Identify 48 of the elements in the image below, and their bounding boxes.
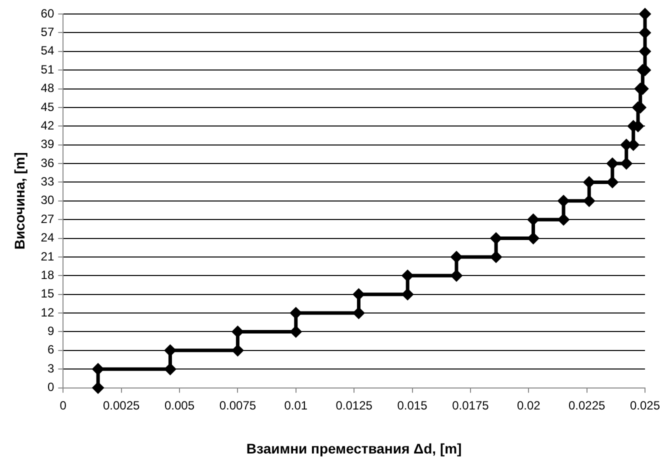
x-tick-label: 0.0175 [452, 398, 490, 412]
y-tick-label: 27 [40, 212, 54, 226]
y-tick-label: 57 [40, 25, 54, 39]
x-tick-label: 0.015 [397, 398, 428, 412]
x-tick-label: 0.0225 [568, 398, 606, 412]
point [583, 194, 596, 207]
point [558, 214, 570, 226]
y-tick-label: 21 [40, 249, 54, 264]
y-tick-label: 9 [47, 324, 54, 338]
x-tick-label: 0 [60, 398, 67, 412]
y-tick-label: 33 [40, 174, 54, 189]
y-tick-label: 0 [47, 380, 54, 394]
y-tick-label: 54 [40, 44, 54, 58]
y-tick-label: 3 [47, 361, 54, 376]
point [164, 363, 176, 376]
point [450, 270, 462, 282]
y-tick-label: 18 [40, 268, 54, 282]
point [639, 8, 651, 20]
point [639, 45, 651, 58]
point [92, 382, 104, 394]
y-tick-label: 6 [47, 342, 54, 357]
point [352, 307, 365, 320]
point [620, 158, 632, 170]
x-tick-label: 0.005 [164, 398, 195, 412]
x-tick-label: 0.025 [630, 398, 660, 412]
x-axis-title: Взаимни премествания Δd, [m] [246, 440, 462, 456]
x-tick-label: 0.0125 [336, 398, 373, 412]
y-tick-label: 39 [40, 137, 54, 152]
y-tick-label: 51 [40, 62, 54, 76]
y-tick-label: 36 [40, 156, 54, 170]
y-tick-label: 24 [40, 230, 54, 245]
y-axis-title: Височина, [m] [11, 152, 28, 250]
y-tick-label: 15 [40, 286, 54, 301]
point [402, 288, 414, 300]
y-tick-label: 48 [40, 81, 54, 96]
point [490, 250, 502, 263]
y-tick-label: 12 [40, 305, 54, 320]
y-tick-label: 30 [40, 193, 54, 208]
point [232, 344, 244, 356]
y-tick-label: 45 [40, 100, 54, 114]
x-tick-label: 0.0025 [102, 398, 140, 412]
x-tick-label: 0.01 [284, 398, 308, 412]
x-tick-label: 0.02 [516, 398, 541, 412]
point [639, 26, 651, 39]
y-tick-label: 42 [40, 118, 54, 132]
point [527, 232, 540, 244]
y-tick-label: 60 [40, 6, 54, 20]
x-tick-label: 0.0075 [219, 398, 256, 412]
